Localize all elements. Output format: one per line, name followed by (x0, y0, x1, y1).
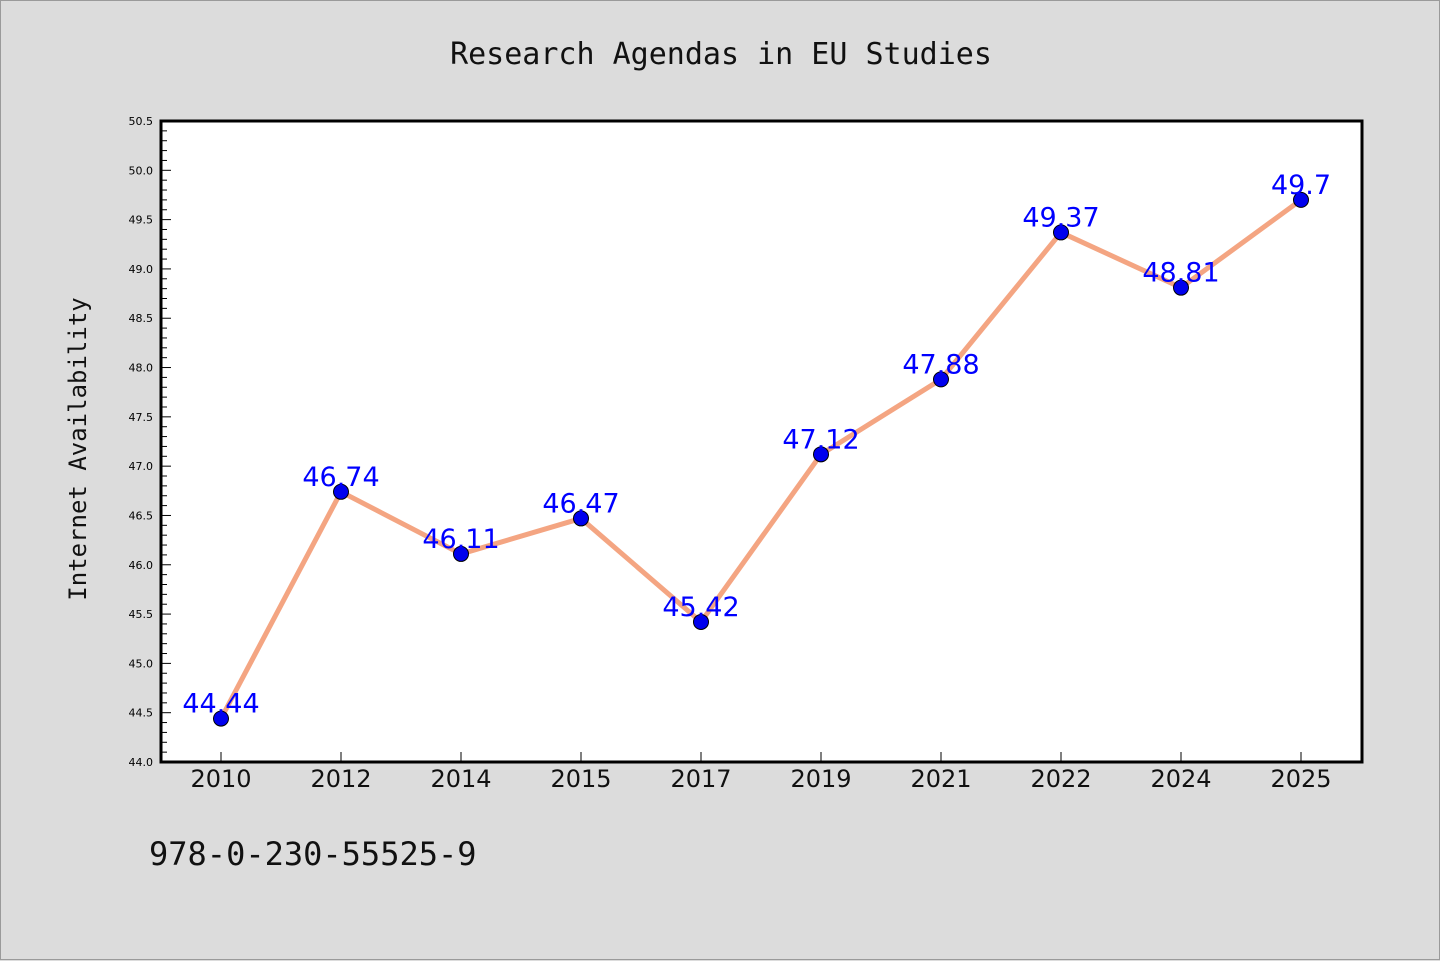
data-label: 44.44 (182, 689, 259, 720)
y-tick-label: 47.5 (129, 411, 154, 424)
data-label: 49.37 (1022, 202, 1099, 233)
data-points (213, 191, 1309, 727)
y-tick-label: 44.5 (129, 707, 154, 720)
y-tick-label: 44.0 (129, 756, 154, 769)
x-tick-label: 2019 (790, 765, 851, 793)
data-label: 49.7 (1271, 170, 1331, 201)
data-point-marker (1173, 279, 1189, 296)
data-point-marker (213, 710, 229, 727)
data-label: 47.88 (902, 349, 979, 380)
data-label: 46.11 (422, 524, 499, 555)
x-tick-label: 2025 (1270, 765, 1331, 793)
data-point-marker (1053, 224, 1069, 241)
data-point-marker (933, 371, 949, 388)
plot-area (159, 119, 1364, 764)
data-label: 48.81 (1142, 258, 1219, 289)
data-labels: 44.44 46.74 46.11 46.47 45.42 47.12 47.88 49.37… (182, 170, 1331, 720)
y-tick-label: 50.5 (129, 115, 154, 128)
y-axis-label: Internet Availability (64, 297, 92, 600)
data-point-marker (693, 613, 709, 630)
y-tick-label: 46.0 (129, 559, 154, 572)
x-tick-label: 2015 (550, 765, 611, 793)
data-point-marker (1293, 191, 1309, 208)
x-tick-label: 2024 (1150, 765, 1211, 793)
data-point-marker (573, 510, 589, 527)
y-tick-label: 45.5 (129, 608, 154, 621)
y-tick-label: 48.0 (129, 362, 154, 375)
y-tick-label: 46.5 (129, 509, 154, 522)
data-point-marker (453, 545, 469, 562)
data-point-marker (333, 483, 349, 500)
x-tick-label: 2017 (670, 765, 731, 793)
x-tick-label: 2014 (430, 765, 491, 793)
y-tick-label: 48.5 (129, 312, 154, 325)
x-axis-ticks: 2010 2012 2014 2015 2017 2019 2021 2022 2024 2025 (190, 752, 1332, 793)
data-label: 47.12 (782, 424, 859, 455)
y-tick-label: 49.0 (129, 263, 154, 276)
y-tick-label: 45.0 (129, 657, 154, 670)
y-tick-label: 49.5 (129, 214, 154, 227)
x-tick-label: 2010 (190, 765, 251, 793)
data-label: 45.42 (662, 592, 739, 623)
x-tick-label: 2012 (310, 765, 371, 793)
chart-title: Research Agendas in EU Studies (450, 37, 992, 72)
footer-isbn: 978-0-230-55525-9 (149, 835, 477, 873)
y-tick-label: 50.0 (129, 164, 154, 177)
x-tick-label: 2022 (1030, 765, 1091, 793)
data-label: 46.74 (302, 462, 379, 493)
x-tick-label: 2021 (910, 765, 971, 793)
series-line (218, 197, 1303, 720)
y-axis-ticks: 44.0 44.5 45.0 45.5 46.0 46.5 47.0 47.5 48.0 48.5… (129, 115, 171, 769)
data-label: 46.47 (542, 488, 619, 519)
data-point-marker (813, 446, 829, 463)
y-tick-label: 47.0 (129, 460, 154, 473)
